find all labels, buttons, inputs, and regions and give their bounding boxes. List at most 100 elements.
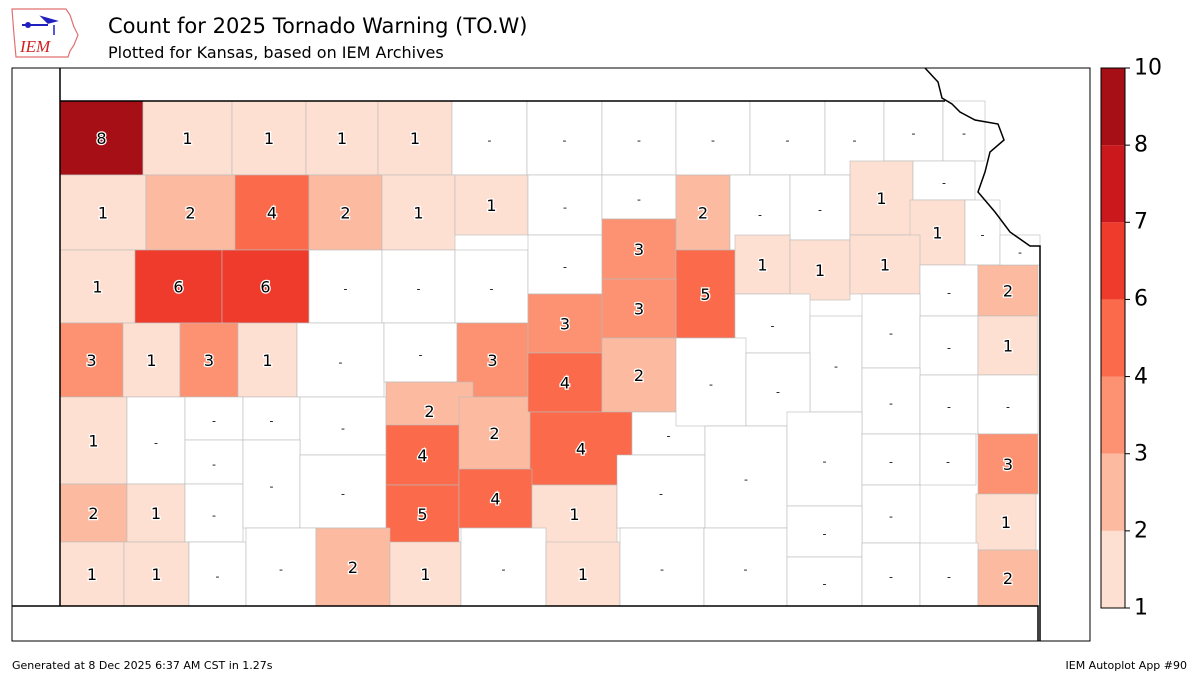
county-value-label: 1 — [876, 189, 886, 208]
county-value-label: - — [962, 127, 966, 140]
colorbar-bin — [1101, 222, 1125, 300]
county — [59, 396, 128, 485]
county — [977, 374, 1039, 435]
county — [861, 484, 921, 544]
county — [458, 468, 533, 529]
county — [237, 322, 298, 398]
county — [999, 234, 1041, 266]
colorbar-bin — [1101, 299, 1125, 377]
county — [704, 425, 788, 529]
county-value-label: 1 — [151, 565, 161, 584]
county-value-label: - — [981, 229, 985, 242]
chart-subtitle: Plotted for Kansas, based on IEM Archive… — [108, 43, 444, 62]
county — [527, 293, 603, 354]
county-value-label: - — [563, 134, 567, 147]
county — [145, 174, 236, 251]
county — [601, 174, 677, 220]
county-value-label: - — [341, 422, 345, 435]
county-value-label: - — [834, 360, 838, 373]
county-value-label: 5 — [700, 285, 710, 304]
county-value-label: - — [853, 134, 857, 147]
county-value-label: 1 — [337, 129, 347, 148]
county — [188, 541, 247, 607]
county — [977, 433, 1039, 495]
county-value-label: 1 — [815, 261, 825, 280]
county-value-label: - — [776, 386, 780, 399]
colorbar-frame — [1100, 67, 1126, 609]
state-boundary — [12, 68, 1039, 641]
county-value-label: - — [637, 193, 641, 206]
county-value-label: 1 — [757, 256, 767, 275]
county-value-label: - — [889, 510, 893, 523]
county — [977, 264, 1039, 317]
county — [315, 527, 391, 607]
county-value-label: - — [216, 570, 220, 583]
county — [786, 411, 863, 507]
county — [703, 527, 788, 607]
county-value-label: - — [823, 528, 827, 541]
county — [383, 322, 458, 383]
county — [59, 322, 124, 398]
county-value-label: 3 — [1003, 455, 1013, 474]
county — [942, 100, 986, 162]
county — [786, 556, 863, 607]
county — [59, 100, 144, 176]
chart-title: Count for 2025 Tornado Warning (TO.W) — [108, 14, 528, 38]
county-value-label: - — [947, 401, 951, 414]
county — [221, 249, 310, 324]
county-value-label: - — [889, 397, 893, 410]
county-value-label: 4 — [490, 490, 500, 509]
county — [451, 100, 528, 176]
county — [545, 541, 621, 607]
county — [245, 527, 317, 607]
county — [616, 454, 706, 529]
svg-text:IEM: IEM — [19, 37, 51, 56]
county-value-label: - — [270, 480, 274, 493]
county-value-label: - — [419, 349, 423, 362]
county-value-label: - — [660, 563, 664, 576]
county — [675, 337, 747, 427]
county — [381, 249, 456, 324]
county-value-label: 1 — [151, 504, 161, 523]
county — [458, 396, 531, 470]
county-value-label: - — [709, 378, 713, 391]
county-value-label: - — [1018, 246, 1022, 259]
county — [619, 527, 705, 607]
county — [789, 174, 851, 241]
county — [529, 411, 633, 486]
county-value-label: 1 — [569, 505, 579, 524]
county — [184, 396, 244, 441]
county-value-label: 1 — [1001, 513, 1011, 532]
county-value-label: 1 — [182, 129, 192, 148]
county — [305, 100, 379, 176]
colorbar-bin — [1101, 453, 1125, 531]
county-value-label: 4 — [560, 374, 570, 393]
county-value-label: 2 — [698, 204, 708, 223]
county — [977, 549, 1039, 607]
county-value-label: - — [947, 287, 951, 300]
county-value-label: 4 — [417, 446, 427, 465]
county-value-label: 2 — [424, 402, 434, 421]
county-value-label: 2 — [1003, 569, 1013, 588]
county — [134, 249, 223, 324]
county-value-label: - — [488, 134, 492, 147]
county — [919, 433, 977, 486]
county — [527, 352, 603, 413]
county-value-label: - — [823, 455, 827, 468]
county — [59, 174, 147, 251]
county-value-label: - — [154, 437, 158, 450]
counties: 8 1 1 1 1 - - - - - - - - 1 2 4 2 1 1 - - 2 - - 1 - 1 - 1 6 6 - - - - 3 5 1 1 1… — [59, 100, 1041, 607]
county-value-label: - — [417, 283, 421, 296]
county-value-label: 3 — [634, 240, 644, 259]
county-value-label: - — [490, 283, 494, 296]
county-value-label: 6 — [260, 278, 270, 297]
county — [59, 541, 125, 607]
county — [454, 174, 529, 236]
county — [299, 396, 387, 456]
county-value-label: - — [823, 578, 827, 591]
county — [385, 424, 460, 486]
county — [601, 337, 677, 413]
county-value-label: - — [889, 456, 893, 469]
generated-text: Generated at 8 Dec 2025 6:37 AM CST in 1… — [12, 659, 273, 672]
